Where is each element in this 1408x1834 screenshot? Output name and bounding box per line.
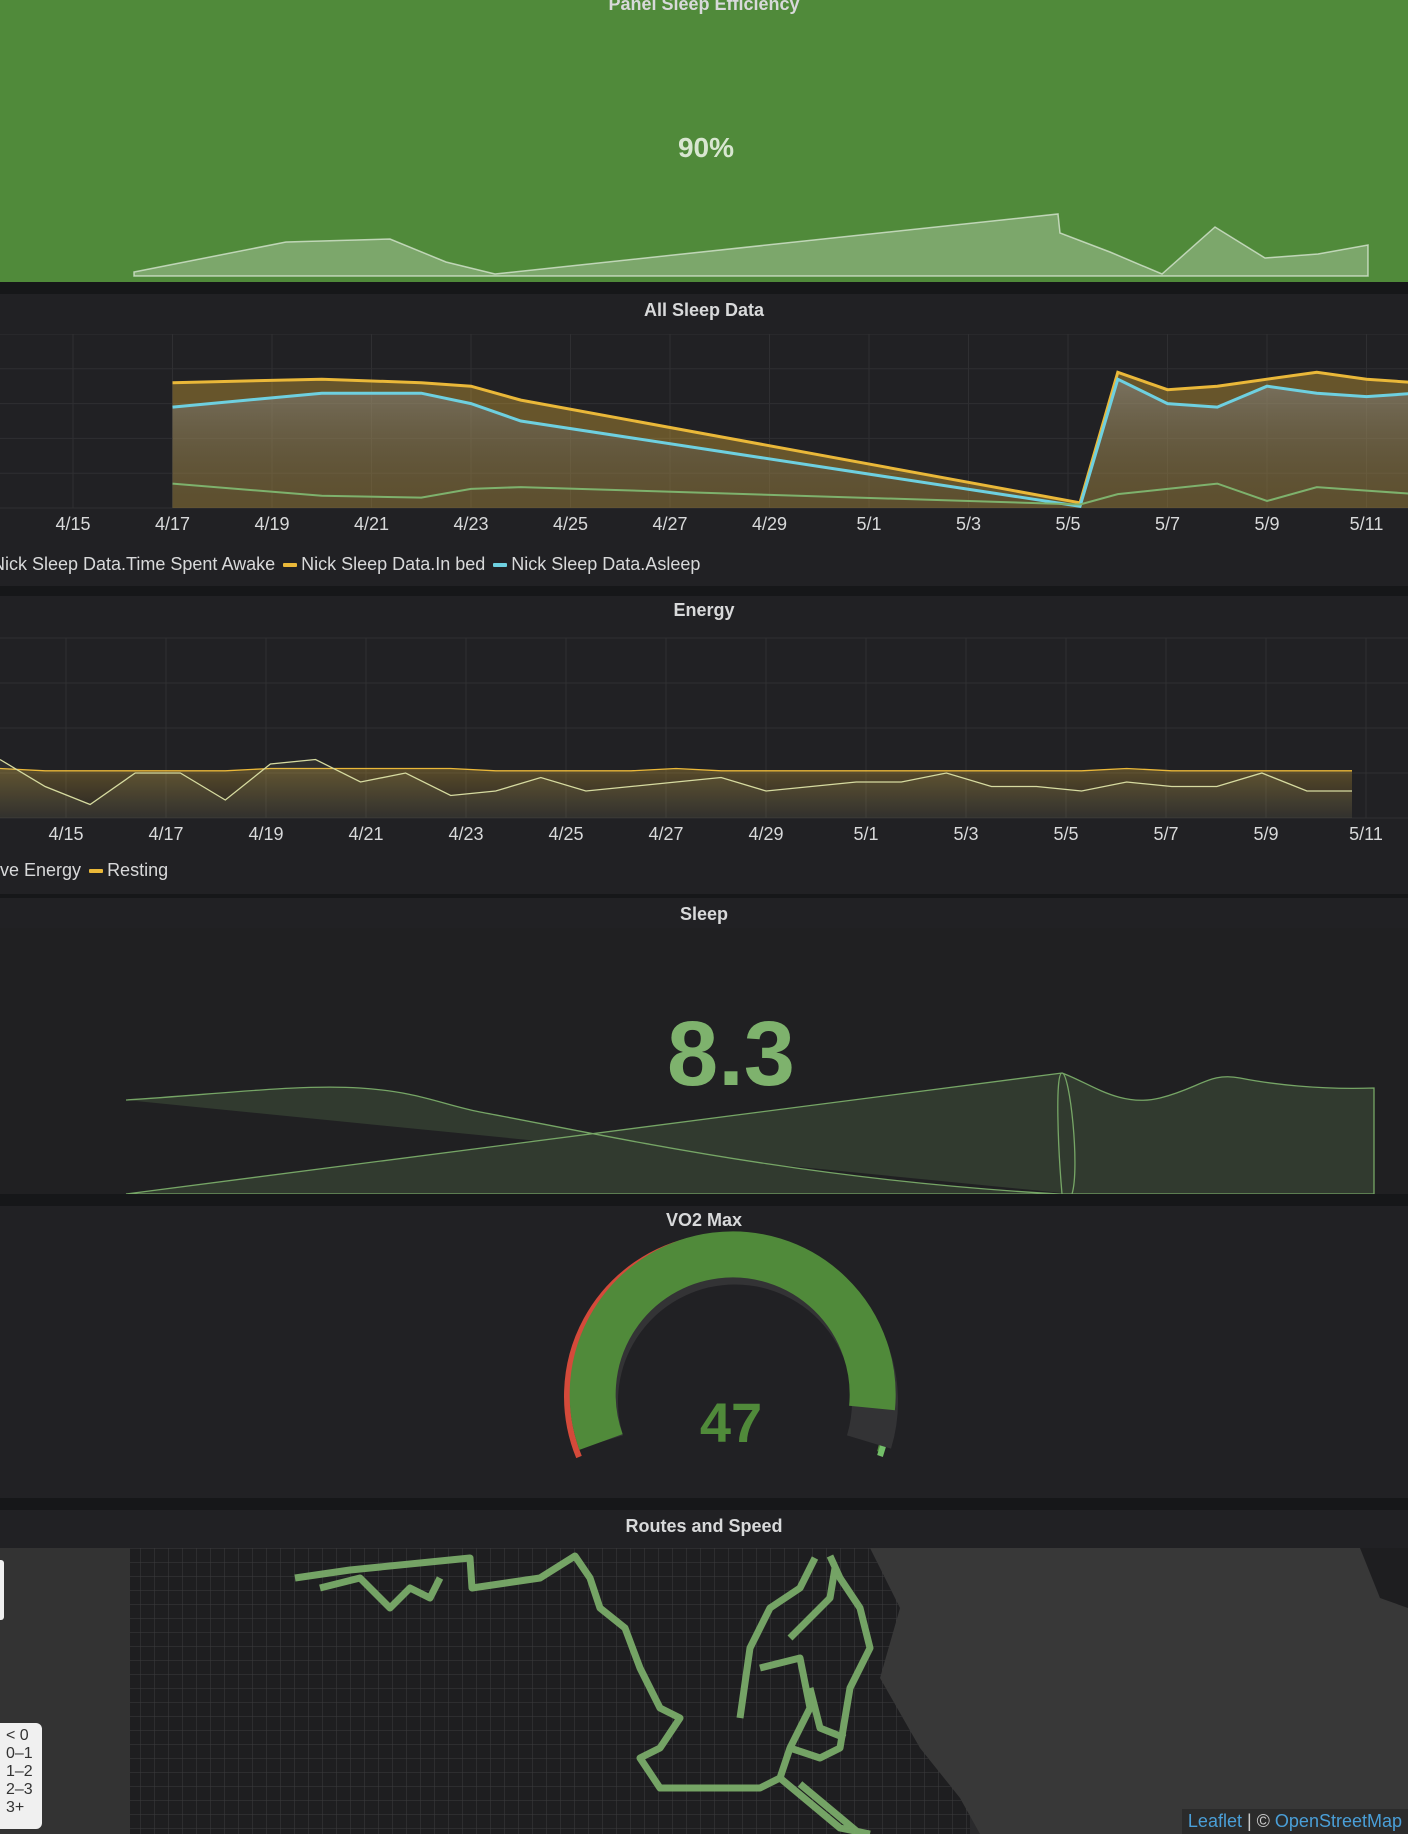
vo2-gauge	[564, 1231, 898, 1459]
map-attribution: Leaflet | © OpenStreetMap	[1181, 1809, 1408, 1834]
x-tick-label: 5/3	[956, 514, 981, 534]
map-tiles	[0, 1548, 1408, 1834]
panel-vo2-max: VO2 Max 47	[0, 1206, 1408, 1498]
x-tick-label: 4/25	[548, 824, 583, 844]
x-tick-label: 4/15	[48, 824, 83, 844]
x-tick-label: 4/29	[752, 514, 787, 534]
map[interactable]: Leaflet | © OpenStreetMap	[0, 1548, 1408, 1834]
x-tick-label: 4/15	[55, 514, 90, 534]
x-tick-label: 5/3	[953, 824, 978, 844]
series-line	[0, 767, 1352, 772]
series-line	[172, 377, 1408, 508]
panel-title[interactable]: VO2 Max	[665, 1210, 743, 1230]
series-area	[0, 768, 1352, 818]
x-tick-label: 5/11	[1349, 824, 1383, 844]
legend-label: Nick Sleep Data.In bed	[301, 554, 486, 574]
legend-item[interactable]: Resting	[81, 860, 168, 880]
panel-title[interactable]: Panel Sleep Efficiency	[608, 0, 800, 14]
series-area	[0, 759, 1352, 818]
stat-value: 8.3	[667, 1003, 795, 1105]
x-tick-label: 4/19	[248, 824, 283, 844]
panel-all-sleep-data: All Sleep Data 4/15 4/17 4/19 4/21 4/23 4/25 4…	[0, 294, 1408, 586]
x-tick-label: 4/27	[648, 824, 683, 844]
legend-label: Nick Sleep Data.Time Spent Awake	[0, 554, 276, 574]
series-area	[172, 379, 1408, 508]
x-tick-label: 4/21	[348, 824, 383, 844]
all-sleep-chart: 4/15 4/17 4/19 4/21 4/23 4/25 4/27 4/29 5/1 5/3 5/…	[0, 334, 1408, 534]
legend-item[interactable]: Active Energy	[0, 860, 81, 880]
series-line	[172, 482, 1408, 506]
x-tick-label: 5/9	[1253, 824, 1278, 844]
x-tick-label: 4/17	[148, 824, 183, 844]
x-tick-label: 4/21	[354, 514, 389, 534]
panel-sleep: Sleep 8.3	[0, 898, 1408, 1194]
panel-routes-speed: Routes and Speed Leaflet |	[0, 1510, 1408, 1834]
leaflet-link[interactable]: Leaflet	[1187, 1811, 1242, 1831]
legend-label: Resting	[107, 860, 169, 880]
stat-value: 90%	[677, 132, 735, 163]
x-tick-label: 5/5	[1053, 824, 1078, 844]
panel-title[interactable]: Energy	[673, 600, 735, 620]
chart-legend: Active Energy Resting	[0, 860, 168, 881]
series-line	[0, 758, 1352, 806]
panel-title[interactable]: Sleep	[679, 904, 729, 924]
panel-title[interactable]: All Sleep Data	[643, 300, 765, 320]
x-tick-label: 4/23	[453, 514, 488, 534]
sparkline	[125, 1072, 1375, 1194]
x-tick-label: 5/7	[1153, 824, 1178, 844]
legend-label: Nick Sleep Data.Asleep	[511, 554, 701, 574]
legend-entry: < 0	[6, 1727, 29, 1744]
x-tick-label: 4/23	[448, 824, 483, 844]
energy-chart: 4/15 4/17 4/19 4/21 4/23 4/25 4/27 4/29 5/1 5/3 5/…	[0, 637, 1408, 844]
legend-entry: 1–2	[6, 1763, 33, 1780]
legend-entry: 3+	[6, 1799, 25, 1816]
speed-legend: < 0 0–1 1–2 2–3 3+	[0, 1723, 42, 1829]
x-tick-label: 5/5	[1055, 514, 1080, 534]
series-line	[172, 370, 1408, 505]
x-tick-label: 5/1	[853, 824, 878, 844]
legend-item[interactable]: Nick Sleep Data.Asleep	[485, 554, 700, 574]
x-tick-label: 4/25	[553, 514, 588, 534]
legend-item[interactable]: Nick Sleep Data.Time Spent Awake	[0, 554, 275, 574]
legend-swatch	[283, 563, 298, 568]
x-tick-label: 5/7	[1155, 514, 1180, 534]
panel-energy: Energy 4/15 4/17 4/19 4/21 4/23 4/25 4/27 4/29 5…	[0, 596, 1408, 894]
attribution-separator: | ©	[1241, 1811, 1275, 1831]
zoom-control[interactable]	[0, 1560, 4, 1620]
x-tick-label: 4/19	[254, 514, 289, 534]
legend-label: Active Energy	[0, 860, 82, 880]
legend-swatch	[493, 563, 508, 568]
legend-entry: 0–1	[6, 1745, 33, 1762]
sparkline	[133, 213, 1369, 277]
legend-swatch	[89, 869, 104, 874]
panel-sleep-efficiency: Panel Sleep Efficiency 90%	[0, 0, 1408, 282]
legend-entry: 2–3	[6, 1781, 33, 1798]
x-tick-label: 5/11	[1350, 514, 1384, 534]
x-tick-label: 5/9	[1254, 514, 1279, 534]
x-tick-label: 4/27	[652, 514, 687, 534]
x-tick-label: 5/1	[856, 514, 881, 534]
x-tick-label: 4/29	[748, 824, 783, 844]
gauge-value: 47	[699, 1391, 763, 1454]
panel-title[interactable]: Routes and Speed	[625, 1516, 783, 1536]
chart-legend: Nick Sleep Data.Time Spent Awake Nick Sle…	[0, 554, 700, 575]
x-tick-label: 4/17	[155, 514, 190, 534]
legend-item[interactable]: Nick Sleep Data.In bed	[275, 554, 485, 574]
stat-body	[0, 928, 1408, 1194]
osm-link[interactable]: OpenStreetMap	[1274, 1811, 1402, 1831]
